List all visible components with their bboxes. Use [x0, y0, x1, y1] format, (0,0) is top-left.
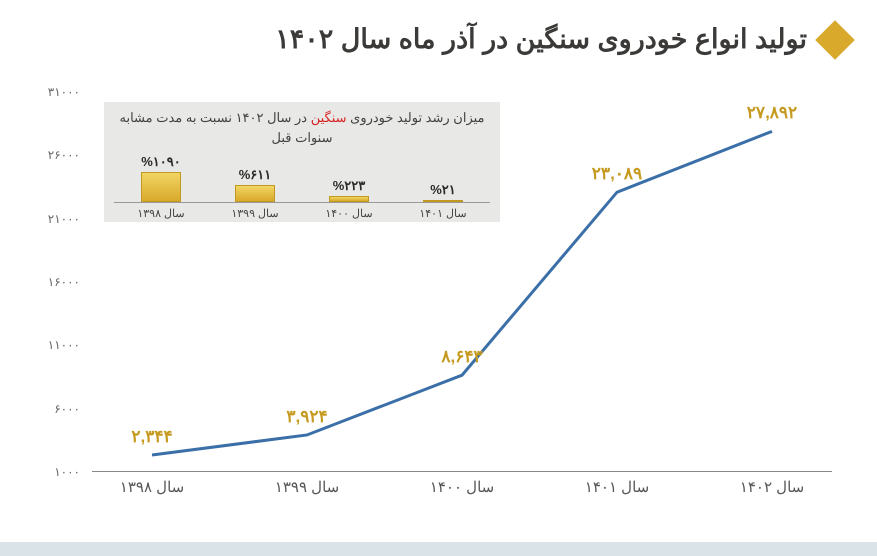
data-point-label: ۸,۶۴۳: [441, 347, 482, 367]
x-axis-labels: سال ۱۳۹۸ سال ۱۳۹۹ سال ۱۴۰۰ سال ۱۴۰۱ سال ۱۴۰۲: [92, 478, 832, 508]
inset-xlabels: سال ۱۳۹۸ سال ۱۳۹۹ سال ۱۴۰۰ سال ۱۴۰۱: [114, 207, 490, 220]
inset-bar-value: %۱۰۹۰: [141, 154, 181, 170]
y-tick-label: ۳۱۰۰۰: [38, 85, 80, 99]
y-tick-label: ۲۱۰۰۰: [38, 212, 80, 226]
diamond-bullet-icon: [815, 20, 855, 60]
page-header: تولید انواع خودروی سنگین در آذر ماه سال …: [0, 0, 877, 73]
inset-bar-column: %۶۱۱: [225, 167, 285, 202]
inset-bar: [235, 185, 275, 202]
y-tick-label: ۱۶۰۰۰: [38, 275, 80, 289]
inset-x-label: سال ۱۴۰۱: [413, 207, 473, 220]
y-tick-label: ۱۱۰۰۰: [38, 338, 80, 352]
y-tick-label: ۱۰۰۰: [38, 465, 80, 479]
x-tick-label: سال ۱۴۰۰: [430, 478, 494, 496]
data-point-label: ۲۷,۸۹۲: [747, 103, 797, 123]
x-tick-label: سال ۱۳۹۹: [275, 478, 339, 496]
x-tick-label: سال ۱۳۹۸: [120, 478, 184, 496]
inset-bar: [329, 196, 369, 202]
inset-bar-value: %۲۱: [430, 182, 456, 198]
inset-bar-value: %۶۱۱: [239, 167, 272, 183]
x-tick-label: سال ۱۴۰۱: [585, 478, 649, 496]
inset-title-post: در سال ۱۴۰۲ نسبت به مدت مشابه سنوات قبل: [119, 110, 332, 145]
inset-bars: %۱۰۹۰ %۶۱۱ %۲۲۳ %۲۱: [114, 151, 490, 203]
data-point-label: ۳,۹۲۴: [286, 407, 327, 427]
footer-bar: [0, 542, 877, 556]
page-title: تولید انواع خودروی سنگین در آذر ماه سال …: [275, 24, 807, 55]
inset-title: میزان رشد تولید خودروی سنگین در سال ۱۴۰۲…: [114, 108, 490, 147]
y-tick-label: ۶۰۰۰: [38, 402, 80, 416]
inset-chart: میزان رشد تولید خودروی سنگین در سال ۱۴۰۲…: [104, 102, 500, 222]
inset-x-label: سال ۱۴۰۰: [319, 207, 379, 220]
inset-bar: [141, 172, 181, 202]
data-point-label: ۲۳,۰۸۹: [592, 164, 642, 184]
inset-bar-column: %۲۱: [413, 182, 473, 202]
y-tick-label: ۲۶۰۰۰: [38, 148, 80, 162]
inset-bar-value: %۲۲۳: [333, 178, 366, 194]
y-axis: ۱۰۰۰۶۰۰۰۱۱۰۰۰۱۶۰۰۰۲۱۰۰۰۲۶۰۰۰۳۱۰۰۰: [38, 92, 86, 472]
inset-bar-column: %۲۲۳: [319, 178, 379, 202]
inset-title-accent: سنگین: [311, 110, 347, 125]
inset-x-label: سال ۱۳۹۸: [131, 207, 191, 220]
inset-x-label: سال ۱۳۹۹: [225, 207, 285, 220]
data-point-label: ۲,۳۴۴: [131, 427, 172, 447]
inset-bar-column: %۱۰۹۰: [131, 154, 191, 202]
inset-title-pre: میزان رشد تولید خودروی: [347, 110, 485, 125]
x-tick-label: سال ۱۴۰۲: [740, 478, 804, 496]
inset-bar: [423, 200, 463, 202]
